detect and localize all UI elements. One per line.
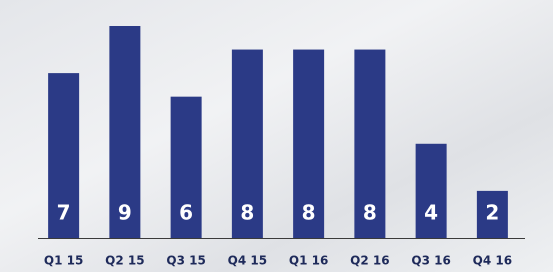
value-label: 6 xyxy=(179,201,193,225)
value-label: 8 xyxy=(363,201,377,225)
value-label: 2 xyxy=(485,201,499,225)
value-label: 8 xyxy=(302,201,316,225)
x-tick-label: Q1 15 xyxy=(44,254,83,268)
x-tick-label: Q4 15 xyxy=(228,254,267,268)
chart: 7 Q1 15 9 Q2 15 6 Q3 15 8 Q4 15 8 Q1 16 8 Q2 16 4 Q3 … xyxy=(0,0,553,272)
x-tick-label: Q2 16 xyxy=(350,254,389,268)
value-label: 8 xyxy=(240,201,254,225)
x-tick-label: Q2 15 xyxy=(105,254,144,268)
value-label: 7 xyxy=(57,201,71,225)
x-tick-label: Q3 16 xyxy=(411,254,450,268)
x-tick-label: Q4 16 xyxy=(473,254,512,268)
value-label: 4 xyxy=(424,201,438,225)
page: 7 Q1 15 9 Q2 15 6 Q3 15 8 Q4 15 8 Q1 16 8 Q2 16 4 Q3 … xyxy=(0,0,553,272)
x-tick-label: Q1 16 xyxy=(289,254,328,268)
background xyxy=(0,0,553,272)
value-label: 9 xyxy=(118,201,132,225)
x-tick-label: Q3 15 xyxy=(166,254,205,268)
